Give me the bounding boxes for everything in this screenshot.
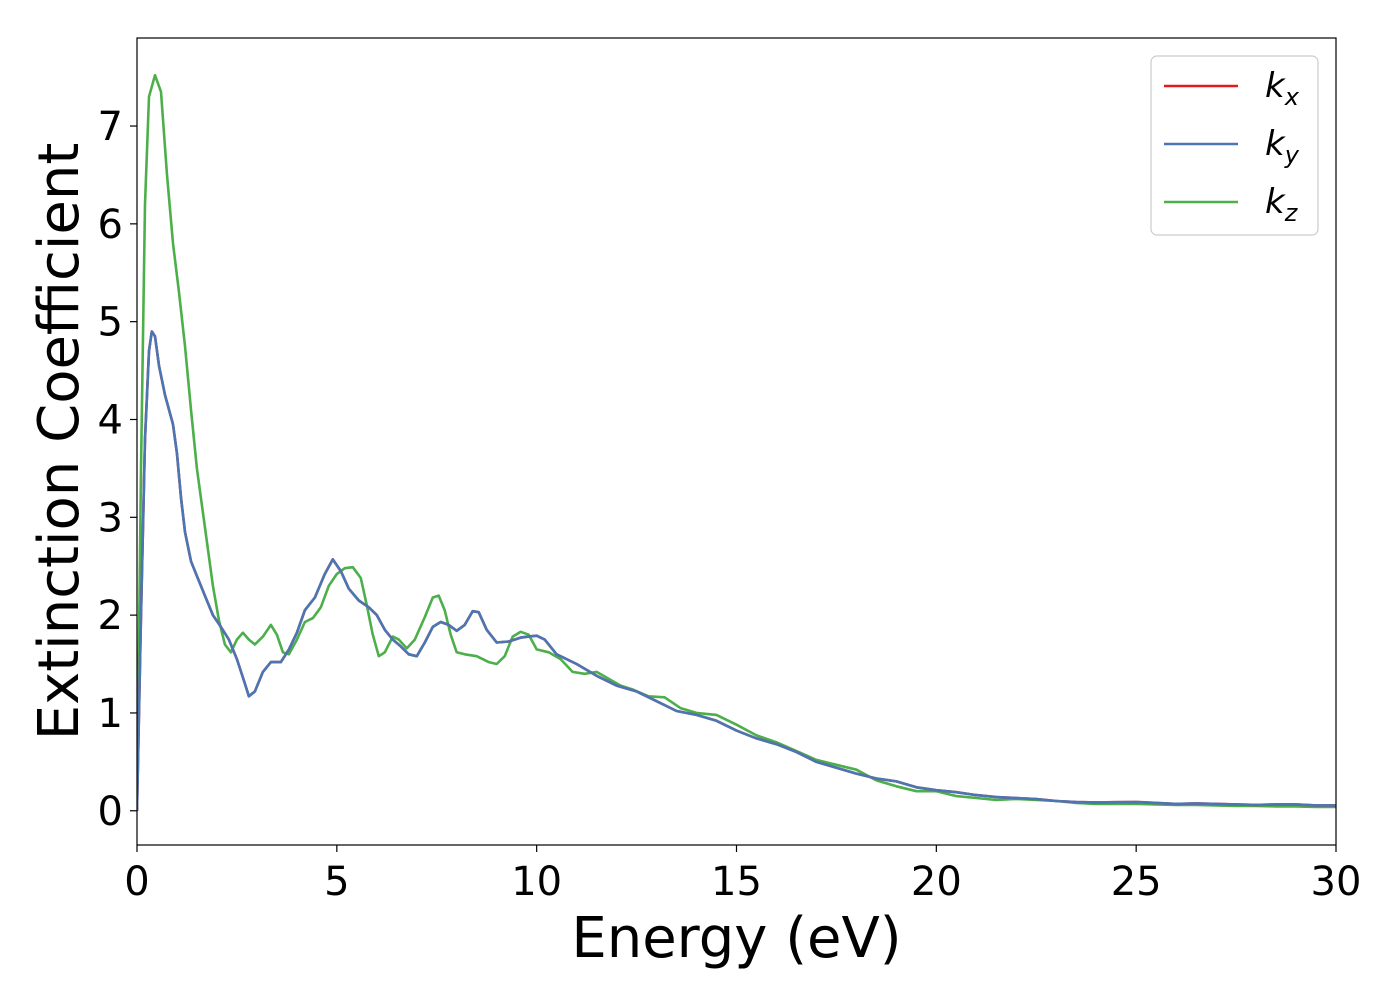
x-tick-label: 15 [711,859,762,905]
x-axis-title: Energy (eV) [571,906,901,971]
series-line-z [137,73,1336,811]
legend: kx ky kz [1150,55,1319,236]
y-tick-label: 6 [98,202,123,248]
y-tick-label: 3 [98,495,123,541]
y-tick-label: 2 [98,593,123,639]
legend-label-y: ky [1265,124,1300,169]
x-tick-label: 20 [911,859,962,905]
x-tick-label: 10 [511,859,562,905]
legend-label-z: kz [1265,182,1299,227]
x-tick-label: 5 [324,859,349,905]
y-tick-label: 1 [98,691,123,737]
legend-box [1150,55,1319,236]
x-tick-label: 25 [1111,859,1162,905]
legend-label-x: kx [1265,66,1300,111]
y-tick-label: 4 [98,397,123,443]
y-tick-label: 5 [98,300,123,346]
y-tick-label: 7 [98,104,123,150]
x-axis: 0 5 10 15 20 25 30 [124,845,1361,905]
series-line-y [137,330,1336,811]
y-axis-title: Extinction Coefficient [27,143,92,741]
y-axis: 0 1 2 3 4 5 6 7 [98,104,137,835]
x-tick-label: 0 [124,859,149,905]
series-layer [137,73,1336,811]
y-tick-label: 0 [98,789,123,835]
x-tick-label: 30 [1311,859,1362,905]
